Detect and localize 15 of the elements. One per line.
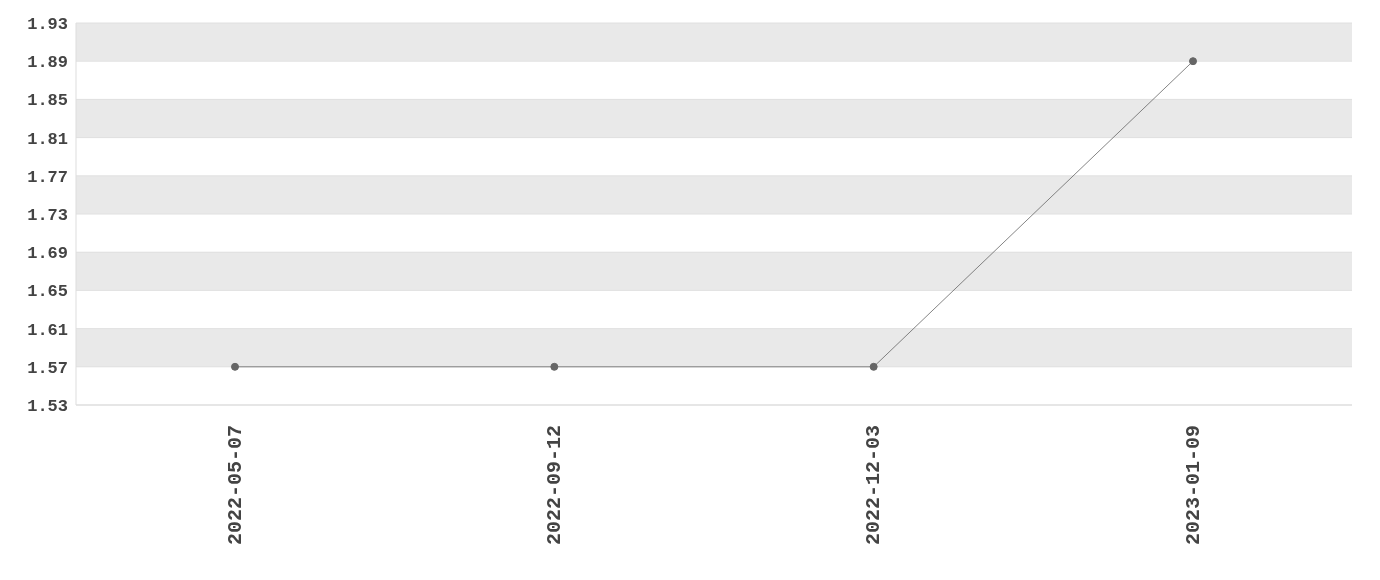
x-tick-label: 2022-12-03	[862, 425, 886, 546]
y-tick-label: 1.65	[27, 282, 68, 302]
y-tick-label: 1.73	[27, 206, 68, 226]
y-tick-label: 1.85	[27, 91, 68, 111]
y-tick-label: 1.57	[27, 358, 68, 378]
y-tick-label: 1.93	[27, 15, 68, 35]
x-tick-label: 2022-09-12	[542, 425, 566, 546]
y-tick-label: 1.53	[27, 397, 68, 417]
x-tick-label: 2022-05-07	[223, 425, 247, 546]
y-tick-label: 1.69	[27, 244, 68, 264]
y-tick-label: 1.77	[27, 167, 68, 187]
y-tick-label: 1.89	[27, 53, 68, 73]
x-tick-label: 2023-01-09	[1181, 425, 1205, 546]
y-tick-label: 1.81	[27, 129, 68, 149]
y-tick-label: 1.61	[27, 320, 68, 340]
